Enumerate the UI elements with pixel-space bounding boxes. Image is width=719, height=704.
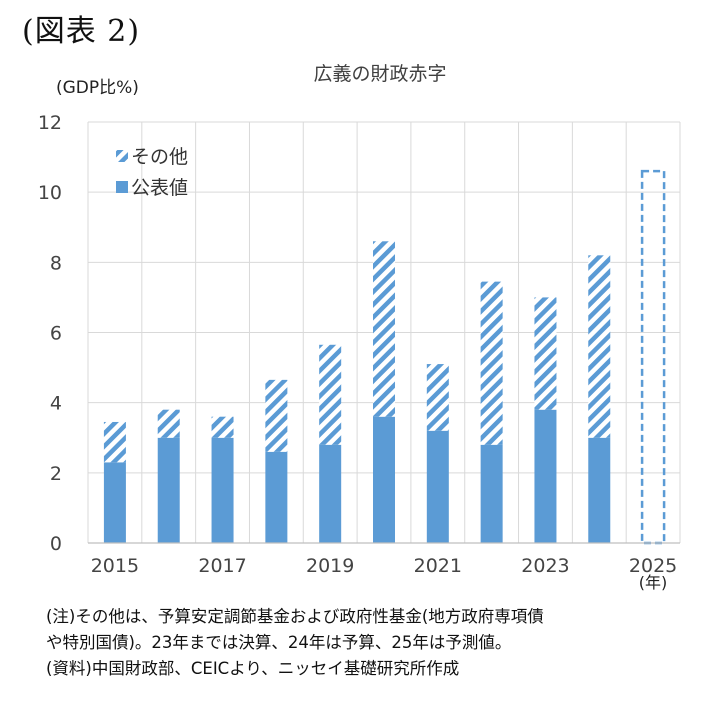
y-tick-label: 10 [38, 182, 62, 204]
bar-official-2020 [373, 416, 395, 543]
bar-official-2017 [211, 437, 234, 543]
bar-other-2023 [534, 297, 557, 410]
bar-other-2020 [373, 241, 395, 417]
y-tick-label: 0 [50, 533, 62, 555]
bar-official-2021 [426, 430, 449, 543]
note-line: (注)その他は、予算安定調節基金および政府性基金(地方政府専項債 [46, 607, 544, 626]
figure-label: (図表 2) [22, 14, 141, 49]
y-tick-label: 12 [38, 112, 62, 134]
bar-other-2021 [426, 364, 449, 431]
bar-official-2019 [319, 444, 342, 543]
y-axis-unit: (GDP比%) [56, 78, 139, 98]
bar-official-2016 [157, 437, 180, 543]
bar-other-2016 [157, 409, 180, 438]
bar-official-2015 [103, 462, 126, 543]
legend-swatch-hatched [116, 150, 128, 162]
x-tick-label: 2023 [521, 555, 569, 577]
bar-other-2018 [265, 379, 288, 452]
notes: (注)その他は、予算安定調節基金および政府性基金(地方政府専項債 や特別国債)。… [46, 604, 706, 682]
x-tick-label: 2021 [414, 555, 462, 577]
x-tick-label: 2017 [198, 555, 246, 577]
deficit-chart: 広義の財政赤字 (GDP比%) 0 2 4 6 8 10 12 2015 2017 2019 202… [38, 63, 681, 592]
bar-official-2024 [588, 437, 611, 543]
bar-other-2015 [103, 421, 126, 463]
bar-official-2022 [480, 444, 503, 543]
y-tick-label: 2 [50, 463, 62, 485]
x-tick-label: 2019 [306, 555, 354, 577]
x-tick-label: 2025 [629, 555, 677, 577]
bar-other-2024 [588, 255, 611, 438]
x-tick-label: 2015 [91, 555, 139, 577]
bar-other-2022 [480, 281, 503, 445]
note-line: (資料)中国財政部、CEICより、ニッセイ基礎研究所作成 [46, 659, 460, 678]
y-tick-label: 4 [50, 393, 62, 415]
bar-other-2017 [211, 416, 234, 438]
legend-label: その他 [131, 146, 188, 168]
bar-forecast-2025 [640, 169, 666, 545]
legend-label: 公表値 [131, 177, 188, 199]
chart-title: 広義の財政赤字 [313, 63, 446, 85]
x-axis-unit: (年) [639, 573, 668, 592]
y-tick-label: 6 [50, 323, 62, 345]
bar-other-2019 [319, 344, 342, 445]
bar-official-2018 [265, 451, 288, 543]
legend-swatch-solid [116, 181, 128, 193]
bar-official-2023 [534, 409, 557, 543]
y-tick-label: 8 [50, 252, 62, 274]
note-line: や特別国債)。23年までは決算、24年は予算、25年は予測値。 [46, 633, 512, 652]
